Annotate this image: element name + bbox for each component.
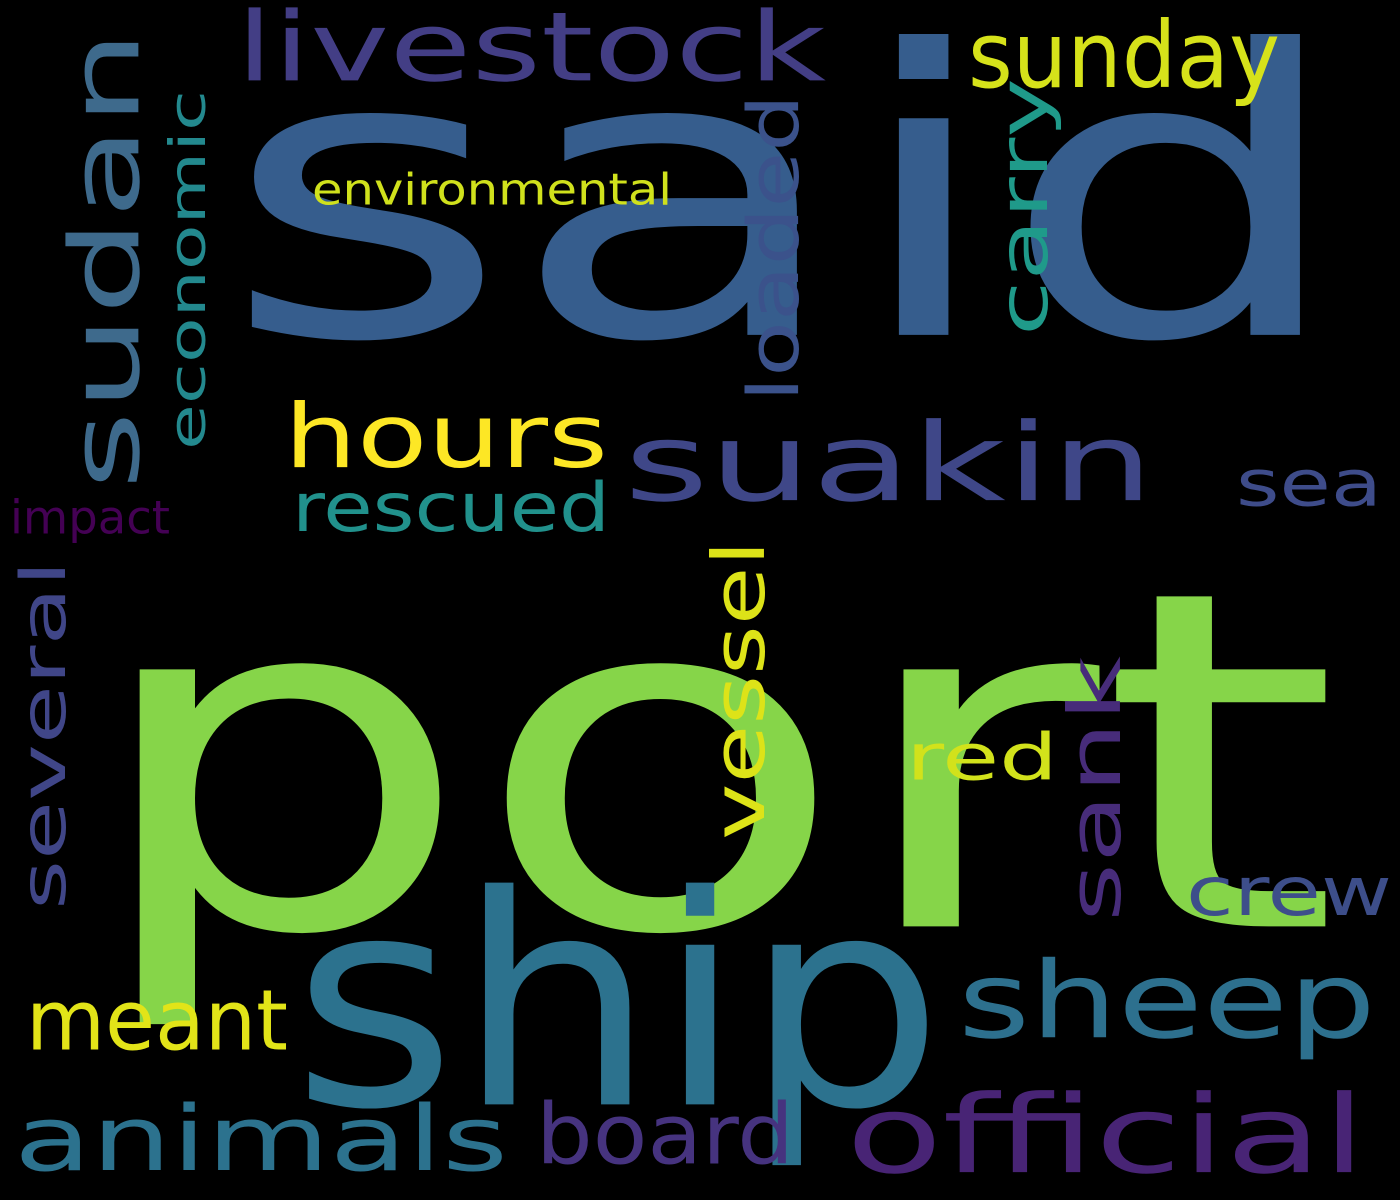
word-crew: crew bbox=[1186, 851, 1392, 932]
word-sheep: sheep bbox=[958, 939, 1376, 1063]
word-impact: impact bbox=[10, 491, 170, 546]
word-official: official bbox=[846, 1072, 1366, 1199]
word-loaded: loaded bbox=[733, 94, 815, 402]
word-port: port bbox=[84, 490, 1340, 1039]
word-suakin: suakin bbox=[624, 400, 1154, 527]
word-red: red bbox=[906, 719, 1058, 795]
word-environmental: environmental bbox=[312, 163, 672, 216]
word-board: board bbox=[536, 1086, 794, 1185]
word-sunday: sunday bbox=[968, 1, 1280, 110]
word-ship: ship bbox=[292, 833, 944, 1175]
word-carry: carry bbox=[983, 78, 1064, 337]
word-sea: sea bbox=[1236, 445, 1382, 521]
word-animals: animals bbox=[14, 1085, 508, 1192]
word-economic: economic bbox=[159, 89, 218, 450]
word-rescued: rescued bbox=[292, 467, 610, 548]
word-livestock: livestock bbox=[236, 0, 826, 104]
word-sudan: sudan bbox=[49, 30, 162, 491]
word-hours: hours bbox=[284, 386, 608, 489]
word-meant: meant bbox=[26, 972, 288, 1071]
word-said: said bbox=[222, 0, 1350, 429]
word-vessel: vessel bbox=[697, 540, 782, 840]
word-sank: sank bbox=[1053, 656, 1138, 922]
word-several: several bbox=[8, 560, 81, 910]
